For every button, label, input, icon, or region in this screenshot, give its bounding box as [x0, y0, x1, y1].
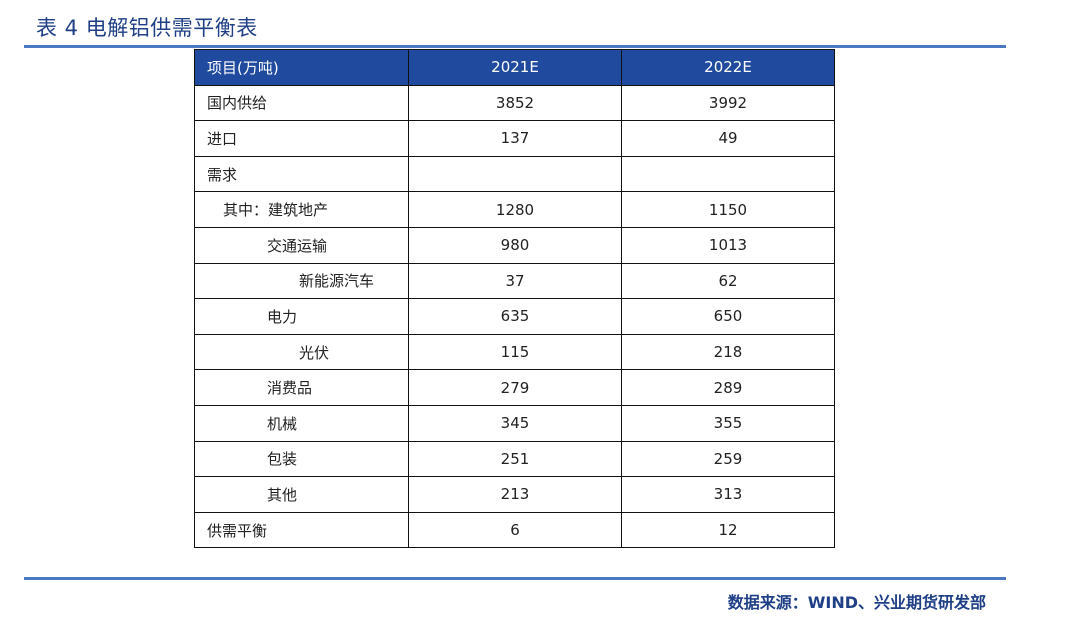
table-row: 包装 251 259 [194, 440, 835, 478]
row-label: 国内供给 [194, 84, 409, 122]
table-row: 消费品 279 289 [194, 369, 835, 406]
row-label: 新能源汽车 [194, 262, 409, 300]
header-2021e: 2021E [408, 49, 622, 86]
cell-2021e: 1280 [408, 191, 622, 228]
supply-demand-table: 项目(万吨) 2021E 2022E 国内供给 3852 3992 进口 137… [194, 49, 835, 549]
row-label: 其中：建筑地产 [194, 191, 409, 228]
row-label: 交通运输 [194, 226, 409, 264]
table-row: 其他 213 313 [194, 476, 835, 513]
row-label: 电力 [194, 298, 409, 335]
header-2022e: 2022E [621, 49, 835, 86]
table-row: 机械 345 355 [194, 404, 835, 442]
cell-2022e: 3992 [621, 84, 835, 122]
row-label: 供需平衡 [194, 511, 409, 549]
table-row: 需求 [194, 155, 835, 193]
cell-2022e: 62 [621, 262, 835, 300]
cell-2021e: 345 [408, 404, 622, 442]
cell-2022e: 259 [621, 440, 835, 478]
cell-2021e: 635 [408, 298, 622, 335]
cell-2022e [621, 155, 835, 193]
table-row: 光伏 115 218 [194, 333, 835, 371]
data-source-note: 数据来源：WIND、兴业期货研发部 [727, 593, 986, 612]
cell-2022e: 12 [621, 511, 835, 549]
row-label: 消费品 [194, 369, 409, 406]
cell-2021e: 3852 [408, 84, 622, 122]
row-label: 机械 [194, 404, 409, 442]
header-item: 项目(万吨) [194, 49, 409, 86]
row-label: 进口 [194, 120, 409, 157]
table-header-row: 项目(万吨) 2021E 2022E [194, 49, 835, 86]
cell-2022e: 289 [621, 369, 835, 406]
cell-2022e: 313 [621, 476, 835, 513]
cell-2022e: 650 [621, 298, 835, 335]
top-divider [24, 45, 1006, 48]
row-label: 需求 [194, 155, 409, 193]
table-title: 表 4 电解铝供需平衡表 [36, 16, 258, 40]
table-row: 供需平衡 6 12 [194, 511, 835, 549]
table-row: 交通运输 980 1013 [194, 226, 835, 264]
row-label: 包装 [194, 440, 409, 478]
table-row: 新能源汽车 37 62 [194, 262, 835, 300]
table-row: 国内供给 3852 3992 [194, 84, 835, 122]
cell-2021e [408, 155, 622, 193]
cell-2022e: 1150 [621, 191, 835, 228]
cell-2021e: 213 [408, 476, 622, 513]
cell-2021e: 6 [408, 511, 622, 549]
cell-2021e: 251 [408, 440, 622, 478]
table-row: 其中：建筑地产 1280 1150 [194, 191, 835, 228]
cell-2021e: 980 [408, 226, 622, 264]
cell-2021e: 115 [408, 333, 622, 371]
cell-2022e: 218 [621, 333, 835, 371]
row-label: 光伏 [194, 333, 409, 371]
table-row: 进口 137 49 [194, 120, 835, 157]
cell-2022e: 1013 [621, 226, 835, 264]
cell-2021e: 137 [408, 120, 622, 157]
cell-2021e: 37 [408, 262, 622, 300]
bottom-divider [24, 577, 1006, 580]
row-label: 其他 [194, 476, 409, 513]
cell-2021e: 279 [408, 369, 622, 406]
table-row: 电力 635 650 [194, 298, 835, 335]
cell-2022e: 355 [621, 404, 835, 442]
cell-2022e: 49 [621, 120, 835, 157]
